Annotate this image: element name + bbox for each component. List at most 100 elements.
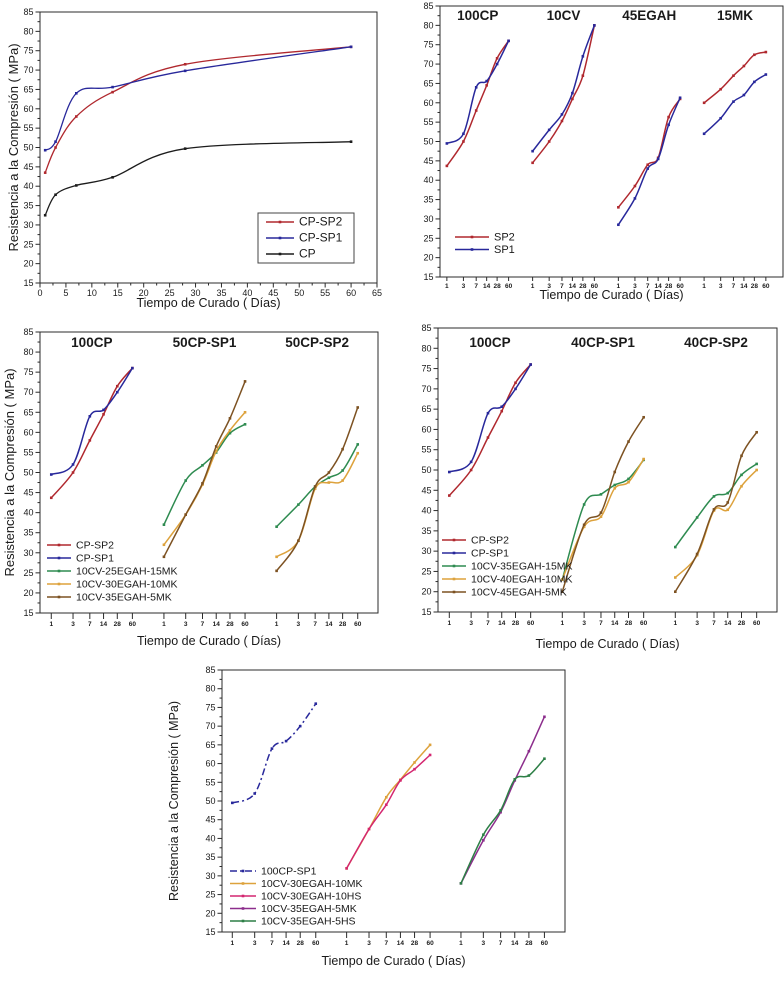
svg-text:25: 25 bbox=[23, 239, 33, 249]
svg-text:1: 1 bbox=[49, 621, 53, 628]
svg-text:15: 15 bbox=[23, 278, 33, 288]
series-10CV-35EGAH-15MK bbox=[674, 462, 758, 549]
svg-text:1: 1 bbox=[459, 940, 463, 947]
svg-text:28: 28 bbox=[625, 620, 633, 627]
data-point bbox=[162, 555, 166, 559]
series-CP-SP2 bbox=[43, 45, 353, 174]
data-point bbox=[702, 101, 706, 105]
data-point bbox=[581, 74, 585, 77]
data-point bbox=[214, 445, 218, 448]
series-line-10CV-35EGAH-15MK bbox=[674, 463, 758, 548]
legend-sample-marker bbox=[241, 894, 245, 898]
legend-entry-SP2: SP2 bbox=[455, 232, 515, 244]
svg-text:70: 70 bbox=[423, 59, 433, 69]
legend-entry-10CV-25EGAH-15MK: 10CV-25EGAH-15MK bbox=[47, 566, 178, 578]
data-point bbox=[495, 62, 499, 66]
series-SP2 bbox=[531, 24, 596, 165]
svg-text:15: 15 bbox=[113, 288, 123, 298]
data-point bbox=[485, 79, 488, 83]
data-point bbox=[561, 578, 564, 581]
svg-text:28: 28 bbox=[297, 940, 305, 947]
data-point bbox=[228, 431, 232, 435]
data-point bbox=[695, 552, 699, 556]
data-point bbox=[102, 408, 105, 412]
series-line-SP2 bbox=[446, 40, 510, 167]
svg-text:20: 20 bbox=[423, 253, 433, 263]
axes bbox=[435, 5, 784, 281]
svg-text:30: 30 bbox=[23, 220, 33, 230]
data-point bbox=[719, 116, 722, 120]
svg-text:60: 60 bbox=[423, 98, 433, 108]
y-axis-title: Resistencia a la Compresión ( MPa) bbox=[2, 368, 17, 576]
data-point bbox=[462, 132, 465, 136]
data-point bbox=[88, 415, 92, 418]
legend: CP-SP2CP-SP110CV-25EGAH-15MK10CV-30EGAH-… bbox=[47, 540, 178, 604]
legend: 100CP-SP110CV-30EGAH-10MK10CV-30EGAH-10H… bbox=[230, 866, 363, 928]
svg-text:35: 35 bbox=[205, 852, 215, 862]
legend-label: 100CP-SP1 bbox=[261, 866, 317, 878]
legend-sample-marker bbox=[57, 595, 61, 599]
data-point bbox=[695, 516, 699, 519]
svg-text:7: 7 bbox=[499, 940, 503, 947]
svg-text:1: 1 bbox=[230, 940, 234, 947]
panel-40cp-ternary-blends: 15 20 25 30 35 40 45 50 55 60 65 70 75 80 85 1 3 7 14 28 60 1… bbox=[390, 318, 784, 669]
svg-text:7: 7 bbox=[712, 620, 716, 627]
data-point bbox=[327, 471, 331, 474]
data-point bbox=[514, 381, 517, 385]
legend-entry-10CV-30EGAH-10MK: 10CV-30EGAH-10MK bbox=[230, 878, 363, 890]
svg-text:14: 14 bbox=[282, 940, 290, 947]
svg-text:7: 7 bbox=[560, 283, 564, 290]
data-point bbox=[543, 715, 546, 719]
svg-text:45: 45 bbox=[421, 485, 431, 495]
svg-text:60: 60 bbox=[541, 940, 549, 947]
y-axis-title: Resistencia a la Compresión ( MPa) bbox=[167, 701, 181, 901]
data-point bbox=[43, 148, 47, 152]
data-point bbox=[74, 92, 78, 95]
svg-text:60: 60 bbox=[426, 940, 434, 947]
data-point bbox=[413, 767, 416, 771]
data-point bbox=[253, 792, 256, 795]
svg-text:40: 40 bbox=[23, 508, 33, 518]
data-point bbox=[275, 555, 278, 559]
series-line-10CV-35EGAH-5HS bbox=[460, 758, 545, 884]
svg-text:20: 20 bbox=[421, 587, 431, 597]
legend-sample-marker bbox=[470, 248, 474, 251]
legend-entry-10CV-35EGAH-15MK: 10CV-35EGAH-15MK bbox=[442, 561, 573, 573]
series-line-SP1 bbox=[617, 97, 681, 226]
legend-sample-marker bbox=[57, 569, 61, 573]
data-point bbox=[275, 525, 278, 528]
data-point bbox=[581, 55, 585, 58]
data-point bbox=[656, 157, 660, 161]
data-point bbox=[243, 410, 247, 414]
svg-text:1: 1 bbox=[673, 620, 677, 627]
svg-text:7: 7 bbox=[313, 621, 317, 628]
legend: CP-SP2CP-SP110CV-35EGAH-15MK10CV-40EGAH-… bbox=[442, 535, 573, 599]
svg-text:50: 50 bbox=[23, 143, 33, 153]
data-point bbox=[474, 86, 478, 89]
legend-label: 10CV-40EGAH-10MK bbox=[471, 574, 573, 586]
x-axis-title: Tiempo de Curado ( Días) bbox=[321, 954, 465, 968]
data-point bbox=[633, 184, 637, 188]
data-point bbox=[531, 149, 534, 153]
series-line-SP2 bbox=[532, 25, 596, 164]
data-point bbox=[482, 839, 485, 842]
series-10CV-25EGAH-15MK bbox=[162, 423, 247, 526]
x-axis-title: Tiempo de Curado ( Días) bbox=[539, 288, 683, 302]
svg-text:60: 60 bbox=[762, 283, 770, 290]
data-point bbox=[732, 100, 735, 103]
svg-text:28: 28 bbox=[579, 283, 587, 290]
data-point bbox=[243, 423, 247, 426]
data-point bbox=[582, 503, 586, 506]
data-point bbox=[642, 457, 645, 461]
legend-sample-marker bbox=[57, 556, 61, 560]
svg-text:3: 3 bbox=[633, 283, 637, 290]
legend-entry-CP-SP2: CP-SP2 bbox=[266, 215, 343, 229]
svg-text:15: 15 bbox=[421, 607, 431, 617]
svg-text:3: 3 bbox=[297, 621, 301, 628]
data-point bbox=[753, 53, 756, 57]
data-point bbox=[341, 469, 344, 472]
svg-text:28: 28 bbox=[411, 940, 419, 947]
svg-text:25: 25 bbox=[421, 566, 431, 576]
series-line-10CV-25EGAH-15MK bbox=[276, 444, 359, 528]
svg-text:45: 45 bbox=[205, 815, 215, 825]
